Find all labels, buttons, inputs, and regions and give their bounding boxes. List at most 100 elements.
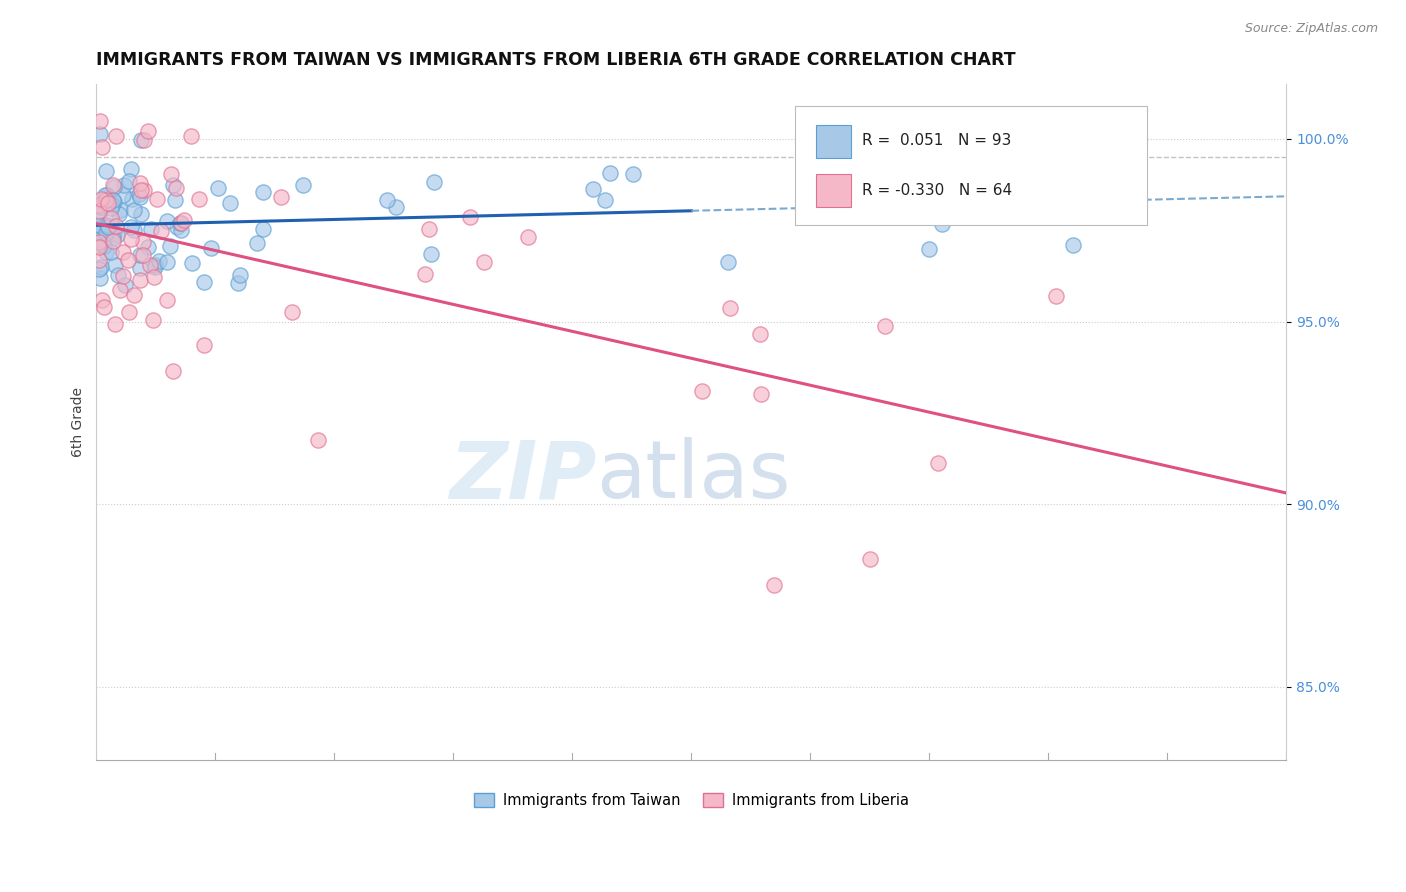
- Point: [1063, 238, 1085, 252]
- Point: [156, 254, 179, 268]
- Point: [415, 267, 437, 281]
- Point: [149, 224, 172, 238]
- Point: [143, 258, 166, 272]
- Point: [458, 211, 481, 225]
- Point: [173, 212, 195, 227]
- Point: [159, 238, 181, 252]
- Point: [122, 202, 145, 217]
- Point: [170, 216, 193, 230]
- Point: [104, 219, 127, 233]
- Point: [859, 552, 882, 566]
- Point: [94, 164, 117, 178]
- Point: [120, 232, 142, 246]
- Point: [165, 180, 187, 194]
- Point: [120, 219, 142, 234]
- Point: [100, 211, 122, 225]
- Point: [188, 192, 211, 206]
- Point: [91, 194, 114, 209]
- Point: [270, 189, 292, 203]
- Point: [927, 456, 949, 470]
- Point: [148, 253, 170, 268]
- Point: [128, 186, 150, 201]
- Point: [472, 255, 495, 269]
- Point: [599, 166, 621, 180]
- Point: [107, 268, 129, 282]
- Point: [129, 133, 152, 147]
- Point: [193, 338, 215, 352]
- Point: [763, 577, 786, 591]
- Point: [89, 271, 111, 285]
- Point: [111, 269, 134, 284]
- Point: [141, 222, 163, 236]
- Point: [96, 218, 118, 232]
- Point: [89, 225, 111, 239]
- Point: [193, 275, 215, 289]
- Point: [131, 206, 153, 220]
- Point: [621, 167, 644, 181]
- Point: [419, 247, 441, 261]
- Point: [121, 192, 143, 206]
- Point: [97, 220, 120, 235]
- Point: [156, 293, 179, 307]
- Point: [94, 188, 117, 202]
- Point: [138, 258, 160, 272]
- Point: [136, 240, 159, 254]
- Point: [103, 226, 125, 240]
- Point: [96, 193, 118, 207]
- Point: [111, 244, 134, 259]
- Point: [966, 176, 988, 190]
- Point: [136, 123, 159, 137]
- Point: [89, 233, 111, 247]
- Point: [593, 193, 616, 207]
- Point: [132, 133, 155, 147]
- FancyBboxPatch shape: [817, 174, 851, 207]
- Point: [281, 305, 304, 319]
- Point: [112, 178, 135, 192]
- Point: [104, 317, 127, 331]
- Point: [246, 236, 269, 251]
- Text: atlas: atlas: [596, 437, 790, 516]
- Point: [93, 239, 115, 253]
- Point: [89, 261, 111, 276]
- Point: [105, 227, 128, 242]
- Point: [89, 252, 111, 267]
- Point: [108, 202, 131, 217]
- Point: [103, 180, 125, 194]
- Point: [143, 269, 166, 284]
- Point: [114, 277, 136, 292]
- Point: [252, 185, 274, 199]
- Point: [89, 219, 111, 233]
- Point: [131, 235, 153, 249]
- Point: [90, 200, 112, 214]
- Point: [122, 288, 145, 302]
- Point: [103, 234, 125, 248]
- Point: [117, 252, 139, 267]
- Point: [93, 300, 115, 314]
- Point: [118, 173, 141, 187]
- Point: [162, 178, 184, 192]
- Point: [931, 205, 953, 219]
- Point: [132, 248, 155, 262]
- Point: [291, 178, 314, 192]
- Point: [96, 191, 118, 205]
- Point: [252, 222, 274, 236]
- Point: [749, 326, 772, 341]
- Point: [128, 260, 150, 275]
- Point: [200, 241, 222, 255]
- Point: [89, 127, 111, 141]
- Point: [89, 204, 111, 219]
- FancyBboxPatch shape: [794, 106, 1147, 225]
- Point: [97, 195, 120, 210]
- Point: [101, 194, 124, 208]
- Point: [423, 175, 446, 189]
- Y-axis label: 6th Grade: 6th Grade: [72, 387, 86, 457]
- Text: R =  0.051   N = 93: R = 0.051 N = 93: [862, 133, 1011, 148]
- Point: [93, 234, 115, 248]
- Point: [128, 272, 150, 286]
- Point: [181, 256, 204, 270]
- Point: [104, 258, 127, 272]
- Point: [112, 188, 135, 202]
- Point: [103, 195, 125, 210]
- Point: [89, 240, 111, 254]
- Point: [219, 195, 242, 210]
